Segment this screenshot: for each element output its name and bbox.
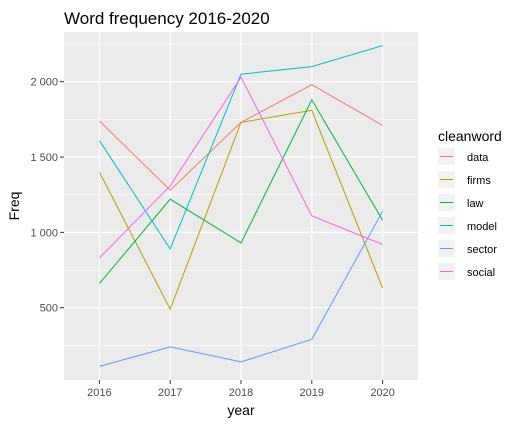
x-tick-label: 2017: [158, 387, 182, 399]
legend-items: data firms law model sector social: [438, 148, 497, 280]
legend-label-firms: firms: [467, 175, 491, 187]
series-line-firms: [98, 109, 384, 311]
x-axis-ticks: 2016 2017 2018 2019 2020: [87, 380, 395, 399]
legend: cleanword data firms law model sector social: [438, 128, 502, 280]
chart-title: Word frequency 2016-2020: [64, 9, 270, 28]
legend-label-data: data: [467, 152, 489, 164]
x-tick-label: 2019: [300, 387, 324, 399]
series-line-sector: [99, 211, 384, 367]
legend-title: cleanword: [438, 128, 502, 144]
series-lines: [98, 45, 384, 367]
x-tick-label: 2018: [229, 387, 253, 399]
x-axis-title: year: [227, 402, 255, 418]
series-line-model: [98, 45, 383, 250]
y-tick-label: 1 500: [30, 152, 58, 164]
legend-label-sector: sector: [467, 244, 497, 256]
legend-label-social: social: [467, 267, 495, 279]
y-tick-label: 500: [40, 303, 58, 315]
major-gridlines: [64, 32, 418, 380]
series-line-law: [99, 98, 384, 284]
y-axis-ticks: 500 1 000 1 500 2 000: [30, 77, 64, 315]
y-tick-label: 1 000: [30, 227, 58, 239]
x-tick-label: 2016: [87, 387, 111, 399]
legend-label-model: model: [467, 221, 497, 233]
y-axis-title: Freq: [6, 192, 22, 221]
y-tick-label: 2 000: [30, 77, 58, 89]
legend-label-law: law: [467, 198, 484, 210]
series-line-social: [99, 76, 383, 259]
x-tick-label: 2020: [370, 387, 394, 399]
